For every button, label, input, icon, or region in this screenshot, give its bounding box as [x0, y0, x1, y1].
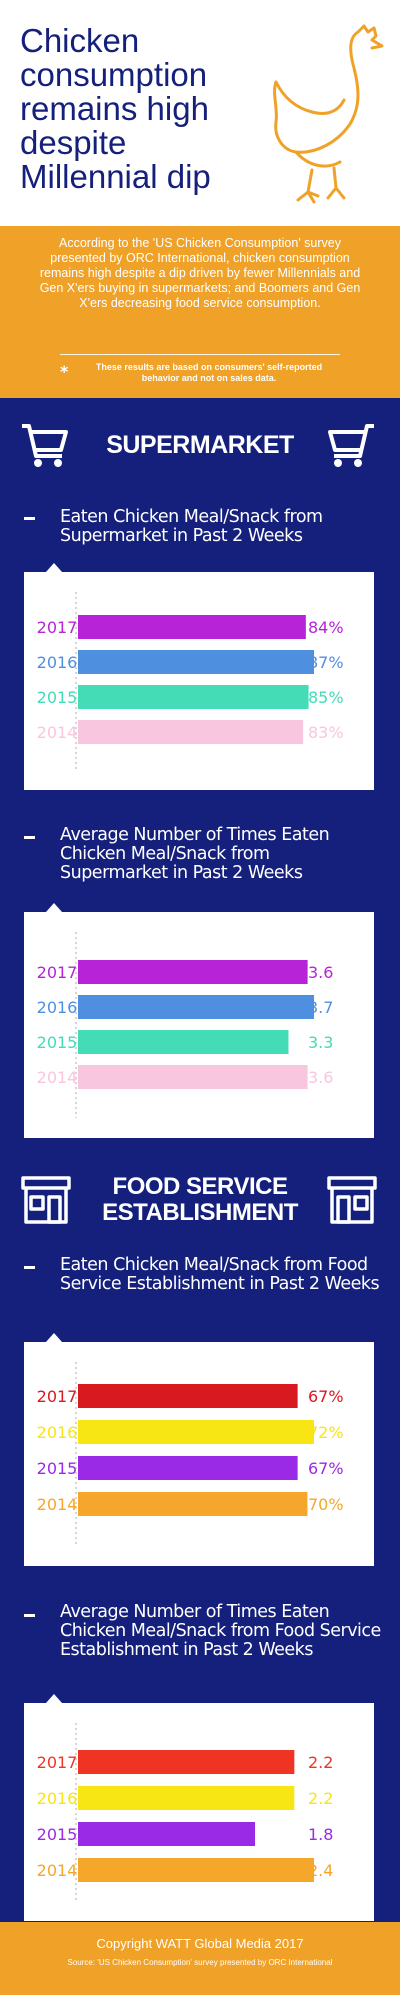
chart-heading-4: Average Number of Times Eaten Chicken Me…	[60, 1602, 381, 1660]
chart-card-1: 2017 84% 2016 87% 2015 85% 2014 83%	[24, 572, 374, 790]
bar	[78, 995, 314, 1019]
chart-heading-1: Eaten Chicken Meal/Snack from Supermarke…	[60, 507, 323, 546]
data-label: 2.2	[308, 1753, 333, 1772]
data-label: 85%	[308, 688, 344, 707]
category-label: 2017	[37, 618, 78, 637]
bar	[78, 1492, 308, 1516]
heading-dash	[24, 517, 35, 520]
category-label: 2016	[37, 1423, 78, 1442]
bar	[78, 1420, 314, 1444]
chart-card-4: 2017 2.2 2016 2.2 2015 1.8 2014 2.4	[24, 1703, 374, 1921]
bar	[78, 650, 314, 674]
copyright-text: Copyright WATT Global Media 2017	[96, 1936, 304, 1951]
card-pointer	[46, 563, 62, 572]
shopping-cart-icon	[328, 424, 374, 467]
bar	[78, 1750, 295, 1774]
category-label: 2014	[37, 1495, 78, 1514]
bar	[78, 1858, 314, 1882]
data-label: 3.6	[308, 963, 333, 982]
bar	[78, 1822, 255, 1846]
category-label: 2015	[37, 688, 78, 707]
intro-text: According to the 'US Chicken Consumption…	[39, 236, 361, 310]
data-label: 2.2	[308, 1789, 333, 1808]
data-label: 3.6	[308, 1068, 333, 1087]
storefront-icon	[21, 1176, 71, 1224]
data-label: 3.3	[308, 1033, 333, 1052]
card-pointer	[46, 1694, 62, 1703]
bar-chart-1: 2017 84% 2016 87% 2015 85% 2014 83%	[37, 592, 344, 770]
data-label: 87%	[308, 653, 344, 672]
asterisk-marker: *	[60, 362, 69, 381]
section-title-line: ESTABLISHMENT	[102, 1199, 298, 1226]
section-title-supermarket: SUPERMARKET	[106, 431, 294, 459]
category-label: 2017	[37, 1753, 78, 1772]
category-label: 2016	[37, 1789, 78, 1808]
bar-chart-3: 2017 67% 2016 72% 2015 67% 2014 70%	[37, 1362, 344, 1546]
heading-dash	[24, 1266, 35, 1269]
chart-card-2: 2017 3.6 2016 3.7 2015 3.3 2014 3.6	[24, 912, 374, 1138]
shopping-cart-icon	[22, 424, 68, 467]
bar	[78, 1456, 298, 1480]
source-text: Source: 'US Chicken Consumption' survey …	[67, 1958, 333, 1967]
category-label: 2015	[37, 1459, 78, 1478]
data-label: 72%	[308, 1423, 344, 1442]
category-label: 2017	[37, 963, 78, 982]
category-label: 2014	[37, 1068, 78, 1087]
category-label: 2015	[37, 1033, 78, 1052]
bar	[78, 720, 304, 744]
heading-dash	[24, 836, 35, 839]
bar	[78, 1065, 308, 1089]
category-label: 2014	[37, 1861, 78, 1880]
card-pointer	[46, 1333, 62, 1342]
data-label: 84%	[308, 618, 344, 637]
section-title-line: FOOD SERVICE	[112, 1173, 288, 1200]
bar	[78, 615, 306, 639]
section-title-food-service: FOOD SERVICE ESTABLISHMENT	[80, 1174, 320, 1226]
data-label: 2.4	[308, 1861, 333, 1880]
bar	[78, 1384, 298, 1408]
data-label: 1.8	[308, 1825, 333, 1844]
category-label: 2017	[37, 1387, 78, 1406]
intro-panel: According to the 'US Chicken Consumption…	[0, 226, 400, 398]
page-title: Chicken consumption remains high despite…	[20, 22, 211, 195]
footnote: These results are based on consumers' se…	[95, 362, 323, 383]
chart-heading-2: Average Number of Times Eaten Chicken Me…	[60, 825, 330, 883]
bar-chart-4: 2017 2.2 2016 2.2 2015 1.8 2014 2.4	[37, 1723, 333, 1901]
data-label: 3.7	[308, 998, 333, 1017]
category-label: 2014	[37, 723, 78, 742]
data-label: 70%	[308, 1495, 344, 1514]
data-label: 67%	[308, 1459, 344, 1478]
card-pointer	[46, 903, 62, 912]
bar	[78, 960, 308, 984]
data-label: 83%	[308, 723, 344, 742]
footer: Copyright WATT Global Media 2017 Source:…	[0, 1922, 400, 1995]
bar-chart-2: 2017 3.6 2016 3.7 2015 3.3 2014 3.6	[37, 932, 333, 1118]
chart-card-3: 2017 67% 2016 72% 2015 67% 2014 70%	[24, 1342, 374, 1566]
bar	[78, 685, 309, 709]
header: Chicken consumption remains high despite…	[0, 0, 400, 226]
data-label: 67%	[308, 1387, 344, 1406]
category-label: 2016	[37, 998, 78, 1017]
hen-icon	[273, 24, 384, 204]
storefront-icon	[327, 1176, 377, 1224]
category-label: 2016	[37, 653, 78, 672]
chart-heading-3: Eaten Chicken Meal/Snack from Food Servi…	[60, 1255, 380, 1294]
bar	[78, 1030, 289, 1054]
category-label: 2015	[37, 1825, 78, 1844]
bar	[78, 1786, 295, 1810]
divider	[60, 354, 340, 355]
heading-dash	[24, 1614, 35, 1617]
